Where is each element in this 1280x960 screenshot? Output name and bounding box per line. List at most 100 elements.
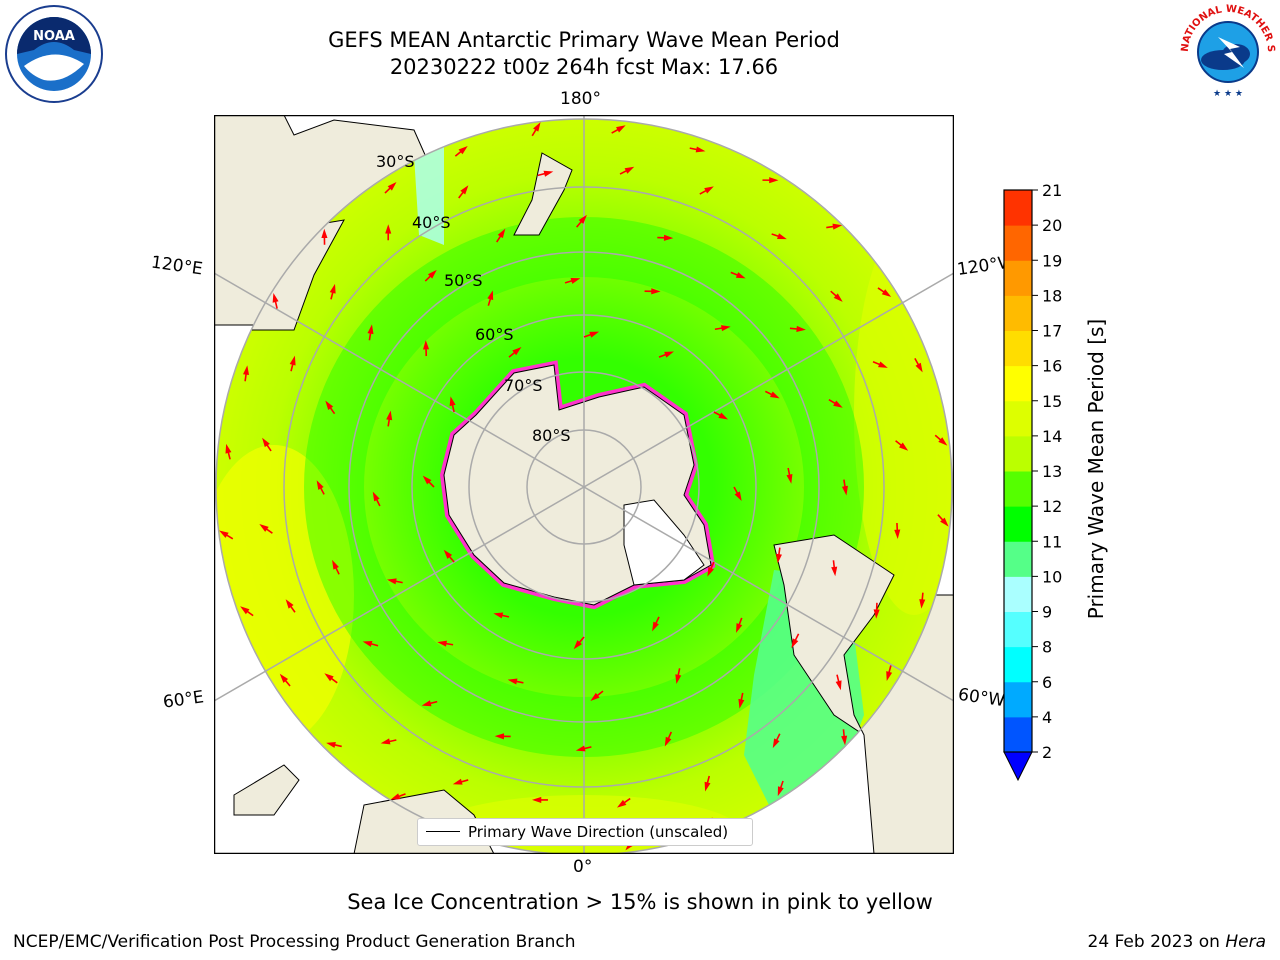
wave-arrow [573,636,585,650]
noaa-logo-text: NOAA [33,29,75,44]
wave-arrow [225,443,232,460]
colorbar-label: Primary Wave Mean Period [s] [1084,318,1108,620]
wave-arrow [329,283,336,300]
wave-arrow [537,170,554,177]
wave-arrow [644,288,661,295]
polar-map: 30°S 40°S 50°S 60°S 70°S 80°S [214,115,954,854]
colorbar-cell [1004,471,1032,507]
wave-arrow [841,729,848,746]
colorbar-tick-label: 6 [1042,673,1052,692]
wave-arrow [704,775,711,792]
wave-arrow [279,673,291,687]
wave-arrow [619,166,635,175]
lon-label-60e: 60°E [161,687,206,713]
wave-arrow [675,668,682,684]
colorbar-cell [1004,435,1032,472]
colorbar-tick-label: 2 [1042,743,1052,762]
wave-arrow [872,360,888,368]
noaa-logo: NOAA [5,5,103,103]
map-legend: Primary Wave Direction (unscaled) [417,818,753,846]
wave-arrow [243,365,250,382]
colorbar-tick-label: 8 [1042,638,1052,657]
colorbar-tick-label: 9 [1042,603,1052,622]
wave-arrow [454,145,468,157]
colorbar-tick-label: 13 [1042,462,1062,481]
wave-arrow [771,233,787,240]
wave-arrow [831,560,838,577]
graticule [214,115,954,854]
wave-arrow [894,522,901,540]
wave-arrow [496,228,506,243]
lat-label-30s: 30°S [376,152,415,171]
wave-arrow [733,486,742,502]
colorbar-tick-label: 15 [1042,392,1062,411]
svg-text:★ ★ ★: ★ ★ ★ [1213,89,1243,99]
wave-arrow [437,640,454,647]
chart-subtitle: 20230222 t00z 264h fcst Max: 17.66 [389,55,779,79]
wave-arrow [285,599,296,613]
wave-arrow [841,479,848,496]
land-madagascar [233,764,300,816]
wave-arrow [791,633,800,649]
lat-label-70s: 70°S [504,376,543,395]
colorbar-cell [1004,506,1032,542]
wave-arrow [386,578,403,585]
wave-arrow [240,606,254,617]
wave-arrow [919,592,926,609]
colorbar-cell [1004,646,1032,683]
colorbar-extend-triangle [1003,751,1033,782]
colorbar-tick-label: 20 [1042,216,1062,235]
colorbar-tick-label: 11 [1042,532,1062,551]
wave-arrow [789,325,806,332]
wave-arrow [316,480,325,495]
wave-arrow [452,778,469,785]
map-frame [214,115,954,854]
footer-date: 24 Feb 2023 on Hera [1088,932,1266,952]
colorbar-cell [1004,611,1032,648]
footer-credit: NCEP/EMC/Verification Post Processing Pr… [13,932,576,952]
wave-arrow [321,228,328,245]
land-new-zealand [513,152,573,236]
colorbar-cell [1004,190,1032,226]
wave-arrow [380,738,397,745]
wave-arrow [736,617,743,633]
wave-arrow [873,602,880,619]
wave-arrow [424,269,437,282]
wave-arrow [583,331,600,338]
wave-arrow [219,530,234,540]
wave-arrow [777,780,784,797]
wave-arrow [332,559,340,575]
legend-label: Primary Wave Direction (unscaled) [468,823,729,841]
wave-arrow [738,692,745,709]
chart-title: GEFS MEAN Antarctic Primary Wave Mean Pe… [328,28,840,52]
wave-arrow [828,398,843,408]
colorbar-cell [1004,260,1032,296]
wave-arrow [507,678,524,685]
colorbar-tick-label: 14 [1042,427,1062,446]
wave-arrow [657,234,674,241]
footer-host: Hera [1225,932,1266,952]
sea-ice-note: Sea Ice Concentration > 15% is shown in … [347,890,933,914]
wave-arrow [531,122,541,137]
wave-arrow [272,292,279,309]
wave-arrow [262,437,272,452]
legend-line-sample [426,831,460,832]
wave-arrow [385,224,392,241]
wave-arrow [386,410,393,427]
wave-arrow [367,324,374,341]
wave-arrow [449,396,456,413]
wave-arrow [443,549,455,563]
wave-arrow [895,440,909,451]
wave-arrow [576,214,587,228]
wave-arrow [326,741,342,748]
lon-label-180: 180° [560,89,601,109]
wave-arrow [934,434,948,446]
wave-arrow [531,796,548,803]
wave-arrow [508,347,522,358]
wave-arrow [914,357,923,373]
wave-arrow [714,325,731,332]
wave-arrow [652,616,660,632]
colorbar-tick-label: 18 [1042,286,1062,305]
wave-arrow [421,700,438,707]
colorbar: 2 4 6 8 9 10 11 12 13 14 15 16 17 18 19 20 21 [1003,181,1062,782]
